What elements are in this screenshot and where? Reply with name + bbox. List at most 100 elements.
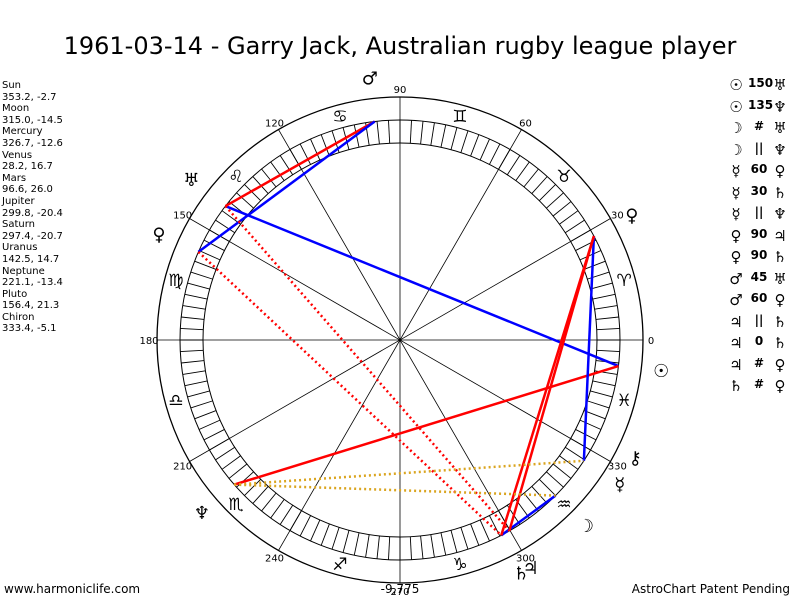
- aspect-line: [234, 483, 556, 497]
- degree-tick: [583, 410, 606, 420]
- aspect-type: ||: [754, 312, 764, 327]
- degree-label: 300: [516, 553, 535, 564]
- planet-moon-icon: ☽: [578, 516, 594, 537]
- aspect-planet-2-glyph: ♅: [773, 76, 787, 94]
- degree-tick: [450, 127, 458, 150]
- degree-label: 120: [265, 119, 284, 130]
- degree-tick: [376, 535, 380, 559]
- degree-tick: [579, 250, 602, 261]
- degree-tick: [365, 534, 370, 558]
- degree-tick: [409, 120, 412, 144]
- degree-tick: [460, 527, 469, 550]
- zodiac-sign-icon: ♏: [228, 495, 243, 515]
- aspect-line: [224, 205, 511, 532]
- degree-tick: [596, 328, 620, 331]
- aspect-type: ||: [754, 205, 764, 219]
- degree-tick: [420, 535, 424, 559]
- aspect-line: [234, 459, 584, 486]
- degree-tick: [184, 293, 208, 300]
- degree-tick: [450, 530, 458, 553]
- degree-tick: [270, 499, 285, 519]
- planet-coords: 315.0, -14.5: [2, 114, 63, 126]
- planet-name: Mars: [2, 172, 27, 184]
- degree-tick: [190, 271, 213, 280]
- degree-tick: [198, 250, 221, 261]
- aspect-lines: [197, 120, 619, 537]
- degree-tick: [564, 446, 585, 461]
- degree-tick: [182, 370, 206, 375]
- planet-name: Sun: [2, 80, 22, 91]
- degree-tick: [310, 138, 321, 161]
- degree-tick: [587, 400, 610, 409]
- aspect-planet-2-glyph: ♄: [773, 183, 787, 202]
- degree-tick: [270, 161, 285, 181]
- zodiac-sign-icon: ♊: [452, 107, 467, 127]
- degree-tick: [203, 429, 225, 441]
- degree-tick: [579, 419, 602, 430]
- degree-tick: [440, 532, 447, 556]
- aspect-planet-2-glyph: ♅: [773, 119, 787, 137]
- degree-tick: [182, 305, 206, 310]
- aspect-line: [197, 120, 376, 253]
- degree-tick: [342, 530, 350, 553]
- degree-label: 90: [394, 85, 407, 96]
- aspect-type: #: [753, 377, 765, 391]
- aspect-planet-1-glyph: ♀: [730, 226, 742, 245]
- degree-tick: [479, 519, 490, 542]
- degree-tick: [261, 168, 277, 188]
- aspect-planet-1-glyph: ☿: [731, 162, 741, 180]
- degree-tick: [279, 504, 294, 525]
- degree-tick: [215, 446, 236, 461]
- degree-label: 30: [611, 211, 624, 222]
- aspect-planet-2-glyph: ♆: [773, 205, 787, 223]
- planet-name: Pluto: [2, 288, 28, 300]
- aspect-type: 0: [754, 334, 764, 348]
- aspect-planet-1-glyph: ♄: [729, 377, 743, 395]
- degree-tick: [190, 400, 213, 409]
- degree-tick: [215, 219, 236, 234]
- degree-tick: [538, 184, 556, 202]
- degree-tick: [538, 478, 556, 496]
- aspect-planet-1-glyph: ☉: [729, 97, 743, 116]
- degree-tick: [479, 138, 490, 161]
- degree-tick: [353, 532, 360, 556]
- planet-name: Saturn: [2, 219, 36, 231]
- degree-tick: [592, 380, 616, 387]
- planet-venus-icon: ♀: [625, 206, 638, 227]
- planet-jupiter-icon: ♃: [523, 558, 539, 579]
- degree-tick: [388, 120, 391, 144]
- degree-tick: [180, 349, 204, 352]
- zodiac-sign-icon: ♋: [332, 107, 347, 127]
- degree-tick: [552, 463, 572, 479]
- degree-tick: [252, 486, 269, 504]
- degree-tick: [595, 316, 619, 320]
- degree-tick: [594, 305, 618, 310]
- aspect-planet-2-glyph: ♆: [773, 97, 787, 116]
- zodiac-sign-icon: ♈: [616, 271, 631, 291]
- planet-mars-icon: ♂: [362, 69, 378, 90]
- planet-name: Neptune: [2, 265, 45, 277]
- aspect-planet-2-glyph: ♀: [774, 377, 786, 395]
- aspect-type: 30: [750, 183, 768, 198]
- degree-tick: [198, 419, 221, 430]
- degree-tick: [587, 271, 610, 280]
- planet-coords: 156.4, 21.3: [2, 300, 60, 312]
- aspect-planet-2-glyph: ♃: [773, 226, 787, 245]
- degree-tick: [546, 192, 564, 209]
- degree-tick: [187, 390, 210, 398]
- degree-label: 330: [608, 462, 627, 473]
- footer-site-link[interactable]: www.harmoniclife.com: [4, 582, 141, 596]
- degree-tick: [552, 201, 572, 217]
- planet-position-list: Sun 353.2, -2.7 Moon 315.0, -14.5 Mercury 326…: [2, 80, 63, 335]
- aspect-planet-2-glyph: ♄: [773, 312, 787, 331]
- footer-patent-note: AstroChart Patent Pending: [631, 582, 790, 596]
- degree-label: 240: [265, 553, 284, 564]
- aspect-type: 90: [750, 248, 768, 262]
- planet-coords: 326.7, -12.6: [2, 137, 63, 149]
- degree-tick: [181, 360, 205, 364]
- degree-tick: [194, 410, 217, 420]
- zodiac-sign-icon: ♒: [556, 495, 571, 515]
- degree-tick: [221, 455, 241, 470]
- degree-tick: [261, 492, 277, 512]
- planet-name: Uranus: [2, 242, 38, 254]
